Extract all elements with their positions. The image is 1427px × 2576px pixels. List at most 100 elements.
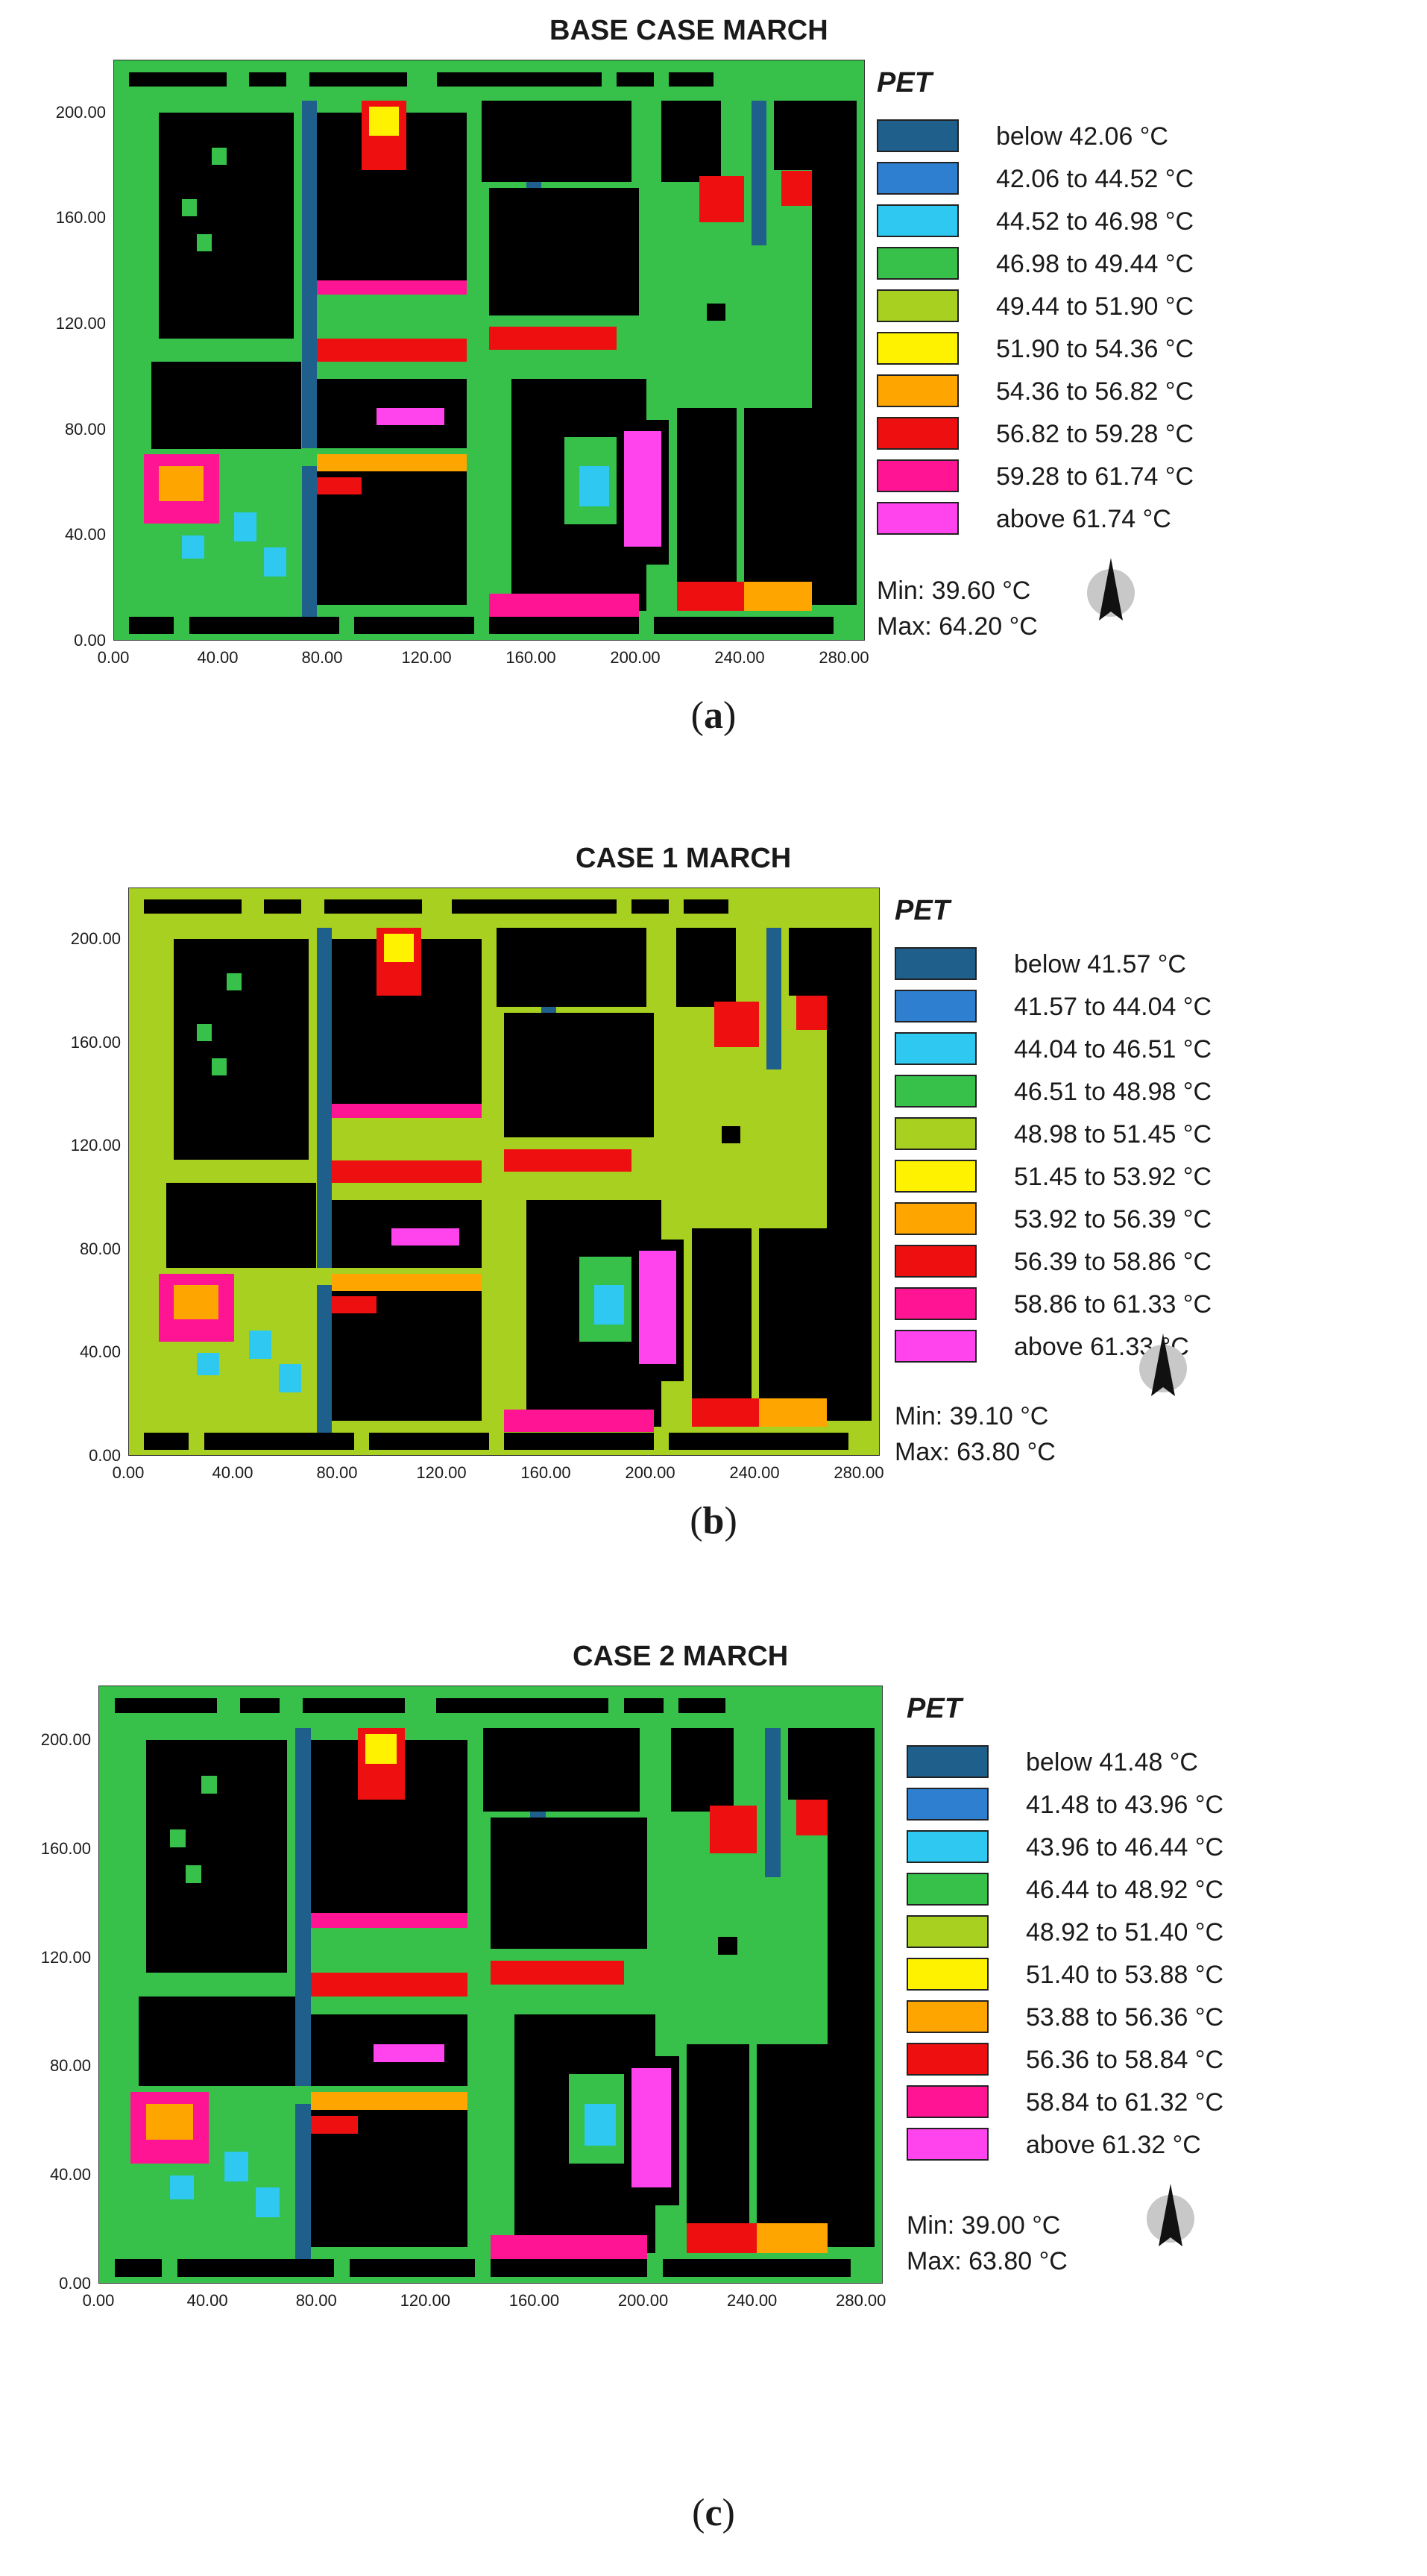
legend-label: 58.86 to 61.33 °C [1014, 1290, 1212, 1319]
building-block [718, 1937, 737, 1955]
building-block [654, 617, 834, 634]
pet-zone [752, 101, 766, 245]
pet-zone [687, 2223, 757, 2253]
x-tick-label: 120.00 [401, 648, 452, 667]
pet-zone [377, 408, 444, 425]
building-block [744, 408, 812, 582]
caption: (b) [690, 1500, 737, 1542]
pet-zone [182, 199, 197, 216]
pet-zone [639, 1251, 676, 1364]
legend-label: 59.28 to 61.74 °C [996, 462, 1194, 491]
legend-swatch [907, 1830, 989, 1863]
legend-title: PET [877, 67, 932, 98]
legend-label: 49.44 to 51.90 °C [996, 292, 1194, 321]
x-tick-label: 80.00 [295, 2291, 337, 2310]
y-tick-label: 80.00 [64, 419, 106, 439]
pet-zone [391, 1228, 459, 1245]
x-tick-label: 240.00 [727, 2291, 778, 2310]
building-block [436, 1698, 608, 1713]
pet-zone [317, 1285, 332, 1444]
building-block [617, 72, 654, 87]
building-block [482, 101, 631, 182]
legend-swatch [907, 2000, 989, 2033]
building-block [707, 304, 725, 321]
legend-swatch [877, 459, 959, 492]
building-block [759, 1228, 827, 1398]
building-block [139, 1997, 295, 2086]
building-block [144, 899, 242, 914]
legend-label: below 42.06 °C [996, 122, 1168, 151]
min-max-readout: Min: 39.10 °C Max: 63.80 °C [895, 1398, 1056, 1470]
pet-zone [332, 1274, 482, 1291]
pet-zone [332, 1104, 482, 1118]
building-block [189, 617, 339, 634]
legend-swatch [907, 2043, 989, 2076]
max-value: Max: 63.80 °C [907, 2247, 1068, 2275]
building-block [671, 1728, 734, 1812]
y-tick-label: 0.00 [74, 631, 106, 650]
x-tick-label: 0.00 [112, 1463, 145, 1482]
legend-label: 44.04 to 46.51 °C [1014, 1035, 1212, 1064]
y-tick-label: 40.00 [64, 525, 106, 544]
legend-swatch [907, 1958, 989, 1991]
pet-zone [491, 2235, 647, 2259]
building-block [129, 617, 174, 634]
building-block [483, 1728, 640, 1812]
building-block [504, 1013, 654, 1137]
legend-label: 43.96 to 46.44 °C [1026, 1833, 1224, 1862]
y-tick-label: 160.00 [70, 1032, 121, 1052]
building-block [177, 2259, 334, 2277]
caption: (c) [692, 2492, 735, 2534]
pet-zone [631, 2068, 671, 2187]
legend-title: PET [895, 895, 950, 926]
building-block [624, 1698, 664, 1713]
x-tick-label: 280.00 [819, 648, 869, 667]
pet-zone [311, 2092, 467, 2110]
building-block [309, 72, 407, 87]
y-tick-label: 40.00 [49, 2165, 91, 2184]
panel-a: BASE CASE MARCH PET below 42.06 °C 42.06 … [0, 0, 1427, 843]
building-block [350, 2259, 475, 2277]
legend-swatch [895, 1245, 977, 1278]
pet-zone [311, 1913, 467, 1928]
legend-swatch [907, 2128, 989, 2161]
legend-swatch [895, 947, 977, 980]
building-block [812, 101, 857, 605]
y-tick-label: 120.00 [70, 1136, 121, 1155]
legend-swatch [907, 1915, 989, 1948]
pet-zone [317, 280, 467, 295]
legend-label: above 61.74 °C [996, 505, 1171, 533]
y-tick-label: 120.00 [40, 1947, 91, 1967]
building-block [828, 1728, 875, 2247]
building-block [354, 617, 474, 634]
x-tick-label: 0.00 [97, 648, 130, 667]
x-tick-label: 160.00 [508, 2291, 560, 2310]
north-arrow-icon [1081, 552, 1141, 630]
legend-swatch [907, 1873, 989, 1906]
y-tick-label: 0.00 [59, 2274, 91, 2293]
building-block [661, 101, 721, 182]
x-tick-label: 40.00 [212, 1463, 253, 1482]
building-block [491, 2259, 647, 2277]
pet-zone [201, 1776, 217, 1794]
x-tick-label: 0.00 [82, 2291, 115, 2310]
legend-label: 48.98 to 51.45 °C [1014, 1120, 1212, 1149]
building-block [684, 899, 728, 914]
pet-zone [249, 1331, 271, 1359]
pet-zone [295, 1728, 311, 2086]
building-block [757, 2044, 828, 2223]
x-tick-label: 280.00 [836, 2291, 886, 2310]
legend-swatch [877, 289, 959, 322]
building-block [146, 1740, 287, 1973]
min-value: Min: 39.60 °C [877, 577, 1031, 605]
building-block [692, 1228, 752, 1398]
legend-label: 58.84 to 61.32 °C [1026, 2088, 1224, 2117]
y-tick-label: 0.00 [89, 1446, 121, 1465]
y-tick-label: 160.00 [55, 208, 106, 227]
caption-letter: c [705, 2492, 722, 2534]
pet-zone [332, 1296, 377, 1313]
pet-zone [594, 1285, 624, 1325]
x-tick-label: 160.00 [520, 1463, 571, 1482]
y-tick-label: 120.00 [55, 314, 106, 333]
y-tick-label: 200.00 [40, 1730, 91, 1749]
